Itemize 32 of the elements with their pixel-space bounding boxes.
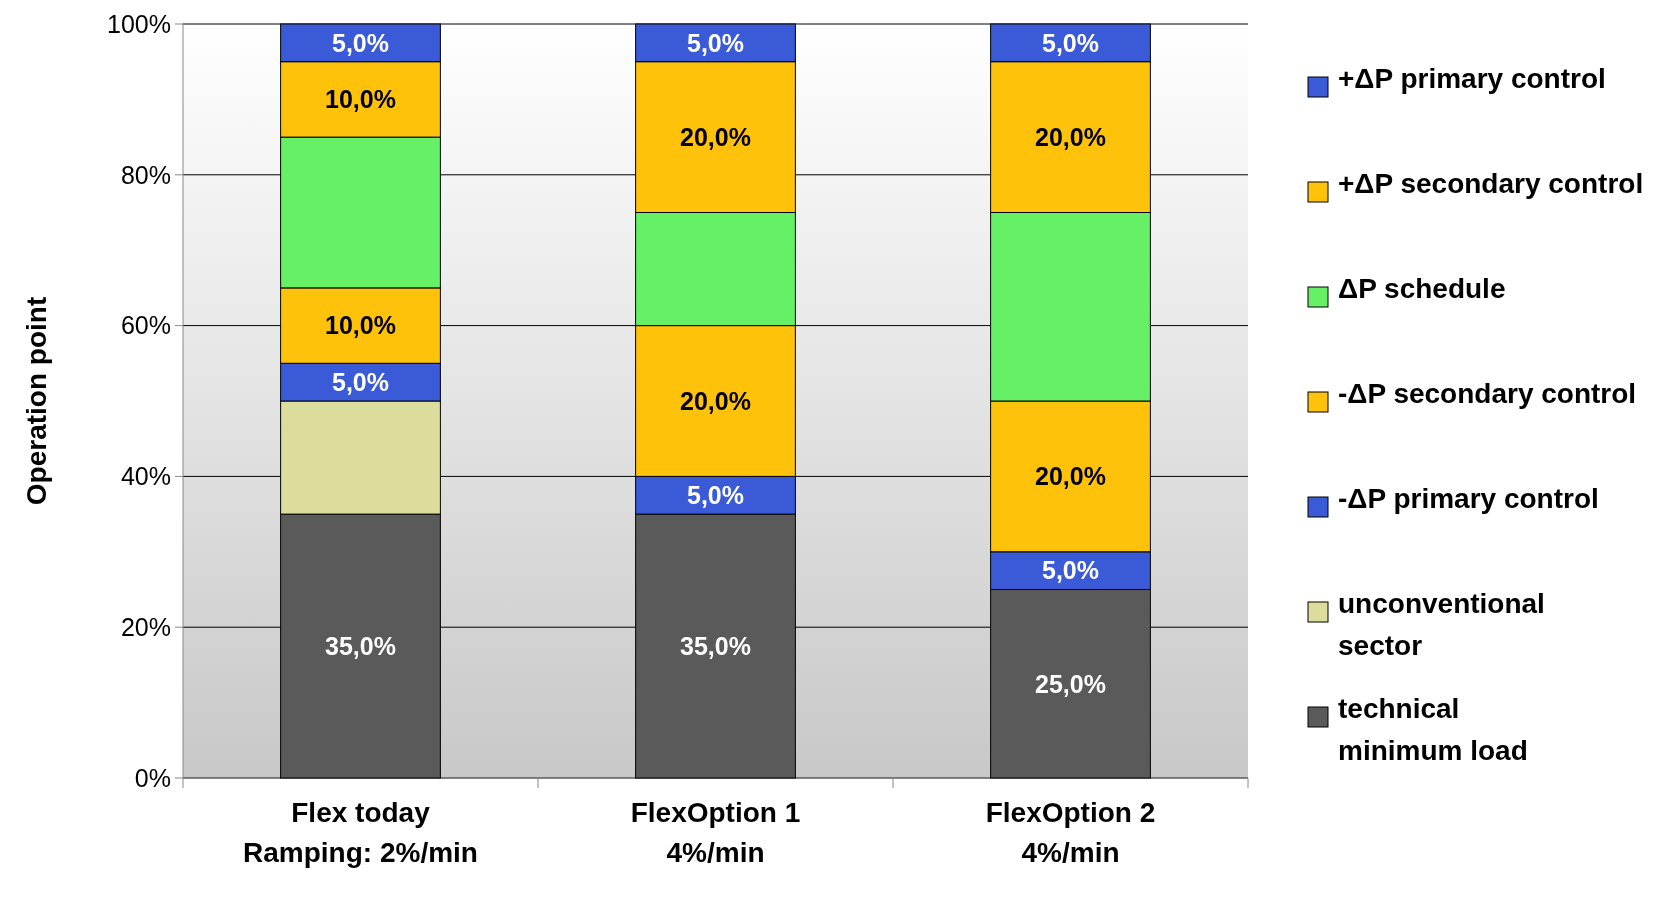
legend-label: -ΔP secondary control bbox=[1338, 378, 1637, 409]
y-tick-label: 60% bbox=[120, 311, 171, 340]
legend-label: +ΔP primary control bbox=[1338, 63, 1606, 94]
y-axis-title: Operation point bbox=[21, 296, 52, 506]
legend-label: +ΔP secondary control bbox=[1338, 168, 1644, 199]
data-label: 5,0% bbox=[332, 28, 389, 57]
data-label: 20,0% bbox=[680, 122, 751, 151]
data-label: 25,0% bbox=[1035, 669, 1106, 698]
data-label: 5,0% bbox=[1042, 28, 1099, 57]
data-label: 20,0% bbox=[1035, 462, 1106, 491]
y-tick-label: 20% bbox=[120, 612, 171, 641]
legend-label: unconventional sector bbox=[1338, 588, 1545, 661]
y-tick-label: 40% bbox=[120, 462, 171, 491]
data-label: 5,0% bbox=[687, 481, 744, 509]
data-label: 35,0% bbox=[680, 631, 751, 660]
data-label: 35,0% bbox=[325, 631, 396, 660]
data-label: 20,0% bbox=[1035, 122, 1106, 151]
y-tick-label: 80% bbox=[120, 160, 171, 189]
x-tick-label: FlexOption 1 4%/min bbox=[630, 797, 801, 868]
data-label: 5,0% bbox=[1042, 556, 1099, 585]
legend-label: ΔP schedule bbox=[1338, 273, 1506, 304]
data-label: 5,0% bbox=[687, 28, 744, 57]
x-tick-label: Flex today Ramping: 2%/min bbox=[243, 797, 478, 868]
legend-label: technical minimum load bbox=[1338, 693, 1528, 766]
y-tick-label: 100% bbox=[107, 9, 171, 38]
x-tick-label: FlexOption 2 4%/min bbox=[985, 797, 1156, 868]
data-label: 10,0% bbox=[325, 85, 396, 114]
data-label: 20,0% bbox=[680, 386, 751, 415]
data-label: 10,0% bbox=[325, 311, 396, 340]
y-tick-label: 0% bbox=[134, 763, 171, 792]
data-label: 5,0% bbox=[332, 367, 389, 396]
legend-label: -ΔP primary control bbox=[1338, 483, 1599, 514]
